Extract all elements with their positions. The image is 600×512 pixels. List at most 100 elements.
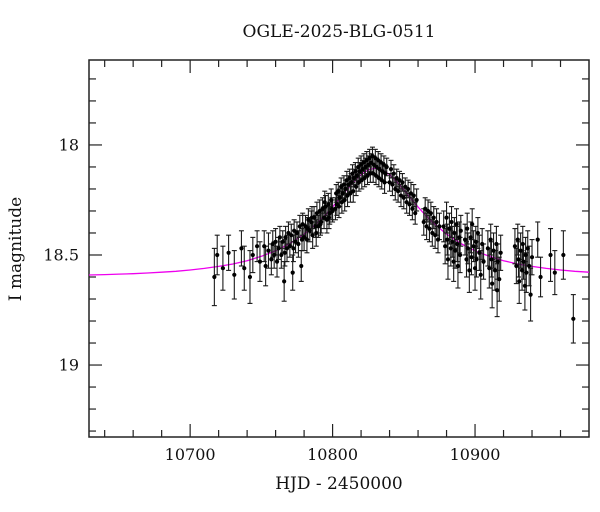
data-point <box>521 259 526 264</box>
data-point <box>286 230 291 236</box>
data-point <box>401 195 406 200</box>
data-point <box>485 246 490 251</box>
data-point <box>478 272 483 277</box>
data-point <box>467 268 472 273</box>
data-point <box>336 204 342 209</box>
data-point <box>437 224 442 229</box>
data-point <box>354 173 359 178</box>
data-point <box>309 219 314 225</box>
data-point <box>326 202 331 207</box>
data-point <box>364 158 369 163</box>
data-point <box>317 208 322 214</box>
data-point <box>393 186 398 192</box>
data-point <box>441 224 446 229</box>
data-point <box>314 230 319 236</box>
data-point <box>491 248 496 253</box>
data-point <box>262 244 267 249</box>
data-point <box>481 259 486 264</box>
data-point <box>329 197 334 203</box>
data-point <box>390 182 395 187</box>
data-point <box>336 189 341 194</box>
plot-area: 10700 10800 10900 18 18.5 19 <box>43 59 590 464</box>
data-point <box>452 230 457 236</box>
data-point <box>470 222 475 227</box>
data-point <box>342 197 347 203</box>
data-point <box>341 182 347 187</box>
data-point <box>351 189 356 194</box>
data-point <box>475 230 480 236</box>
data-point <box>289 233 294 238</box>
data-point <box>367 156 372 161</box>
data-point <box>462 237 468 242</box>
data-point <box>294 230 300 236</box>
data-point <box>263 263 268 269</box>
data-point <box>284 246 290 251</box>
data-point <box>323 204 328 209</box>
x-tick-label: 10700 <box>165 445 216 464</box>
data-point <box>273 239 278 244</box>
data-point <box>487 266 492 271</box>
data-point <box>407 202 412 207</box>
data-point <box>322 200 327 205</box>
data-point <box>283 235 288 240</box>
data-point <box>345 193 350 198</box>
data-point <box>571 316 576 321</box>
data-point <box>397 178 402 183</box>
data-point <box>297 224 302 229</box>
data-point <box>361 160 367 165</box>
data-point <box>373 156 378 161</box>
data-point <box>515 237 520 242</box>
x-tick-label: 10800 <box>307 445 358 464</box>
data-point <box>356 164 361 170</box>
data-point <box>360 167 365 172</box>
data-point <box>527 263 532 269</box>
data-point <box>388 167 394 172</box>
data-point <box>348 191 353 196</box>
data-point <box>489 257 494 262</box>
data-point <box>524 270 529 275</box>
y-axis-label: I magnitude <box>6 197 26 301</box>
data-point <box>376 158 381 163</box>
data-point <box>431 215 436 220</box>
data-point <box>257 259 263 264</box>
data-point <box>522 283 527 288</box>
data-point <box>519 268 525 273</box>
data-point <box>300 222 305 227</box>
data-point <box>226 250 231 255</box>
data-point <box>366 162 371 167</box>
data-point <box>425 208 431 214</box>
data-point <box>405 186 411 192</box>
data-point <box>454 222 459 227</box>
data-point <box>359 178 364 183</box>
data-point <box>445 237 450 242</box>
data-point <box>477 250 482 255</box>
data-point <box>535 237 540 242</box>
data-point <box>239 246 244 251</box>
data-point <box>290 270 295 275</box>
data-point <box>250 252 255 258</box>
data-point <box>525 246 530 251</box>
data-point <box>458 228 463 233</box>
data-point <box>468 235 473 240</box>
data-point <box>473 239 478 244</box>
data-point <box>330 208 335 214</box>
data-point <box>254 244 260 249</box>
data-point <box>346 182 351 187</box>
plot-frame <box>88 59 590 438</box>
data-point <box>293 239 298 244</box>
data-point <box>528 292 533 297</box>
data-point <box>404 200 409 205</box>
data-point <box>377 167 382 172</box>
data-point <box>362 175 367 181</box>
data-point <box>410 206 415 211</box>
data-point <box>232 272 237 277</box>
data-point <box>523 252 528 258</box>
data-point <box>247 274 253 280</box>
data-point <box>480 241 485 247</box>
data-point <box>516 257 521 262</box>
data-point <box>350 171 355 176</box>
data-point <box>435 237 441 242</box>
data-point <box>443 244 448 249</box>
data-point <box>344 178 349 183</box>
data-point <box>400 180 405 185</box>
